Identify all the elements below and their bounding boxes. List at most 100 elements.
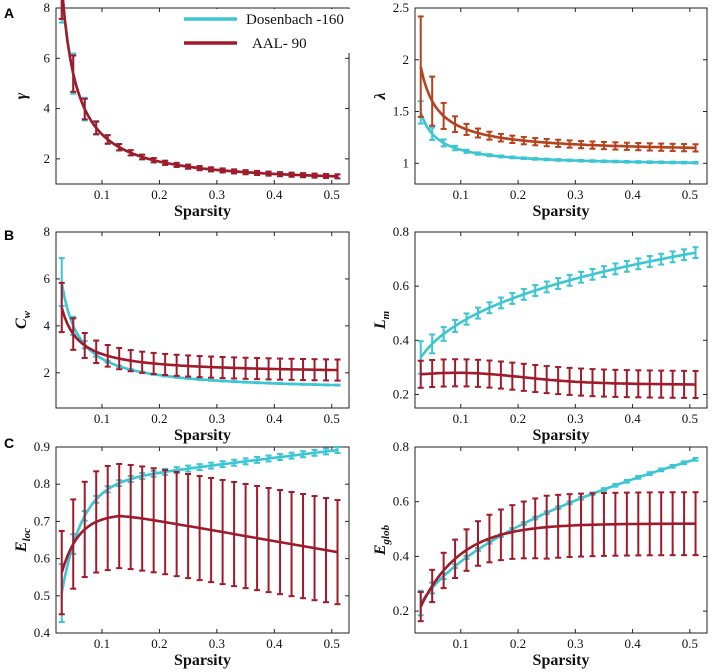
- y-tick-label: 0.4: [393, 548, 410, 563]
- x-tick-label: 0.2: [151, 411, 167, 426]
- x-tick-label: 0.1: [453, 411, 469, 426]
- panel-letter-c: C: [4, 435, 14, 451]
- series-2: [417, 491, 699, 623]
- series-line: [60, 514, 338, 573]
- plot-2: 0.1 0.2 0.3 0.4 0.5 1 1.5 2 2.5 Sparsity λ: [372, 0, 708, 220]
- x-tick-label: 0.3: [567, 636, 583, 651]
- y-axis-label: λ: [372, 92, 389, 100]
- x-tick-label: 0.3: [209, 636, 225, 651]
- y-tick-label: 0.4: [34, 625, 51, 640]
- series-2: [58, 281, 341, 382]
- y-tick-label: 0.2: [393, 603, 409, 618]
- series-1: [417, 246, 699, 375]
- y-axis-label-subscript: m: [380, 310, 392, 319]
- y-tick-label: 2: [44, 151, 51, 166]
- plot-1: 0.1 0.2 0.3 0.4 0.5 2 4 6 8 Sparsity γ: [13, 0, 350, 220]
- y-tick-label: 4: [44, 101, 51, 116]
- y-tick-label: 0.8: [34, 476, 50, 491]
- series-2: [417, 15, 699, 153]
- plot-frame: [414, 446, 708, 634]
- x-tick-label: 0.1: [94, 411, 110, 426]
- y-tick-label: 0.7: [34, 513, 51, 528]
- y-tick-label: 2.5: [393, 0, 409, 15]
- y-axis-label-subscript: w: [21, 310, 33, 318]
- plot-frame: [55, 231, 350, 409]
- plot-3: 0.1 0.2 0.3 0.4 0.5 2 4 6 8 Sparsity Cw: [13, 224, 350, 444]
- panel-letter-a: A: [4, 5, 14, 21]
- x-tick-label: 0.2: [151, 636, 167, 651]
- y-tick-label: 0.5: [34, 588, 50, 603]
- series-line: [419, 522, 696, 608]
- x-tick-label: 0.4: [266, 187, 283, 202]
- y-tick-label: 0.4: [393, 332, 410, 347]
- x-tick-label: 0.2: [510, 636, 526, 651]
- x-tick-label: 0.2: [510, 187, 526, 202]
- plot-frame: [414, 231, 708, 409]
- series-line: [61, 0, 338, 178]
- x-tick-label: 0.1: [453, 636, 469, 651]
- plot-6: 0.1 0.2 0.3 0.4 0.5 0.2 0.4 0.6 0.8 Sparsity Eglob: [372, 439, 708, 669]
- x-tick-label: 0.4: [266, 411, 283, 426]
- y-tick-label: 1: [403, 155, 410, 170]
- y-axis-label: Cw: [13, 310, 33, 329]
- plot-4: 0.1 0.2 0.3 0.4 0.5 0.2 0.4 0.6 0.8 Sparsity Lm: [372, 224, 708, 444]
- legend: Dosenbach -160 AAL- 90: [180, 9, 355, 53]
- series-2: [58, 0, 341, 180]
- x-tick-label: 0.5: [682, 187, 698, 202]
- x-axis-label: Sparsity: [174, 652, 231, 669]
- plot-frame: [55, 7, 350, 185]
- y-tick-label: 2: [44, 365, 51, 380]
- series-line: [419, 111, 696, 164]
- plots: 0.1 0.2 0.3 0.4 0.5 2 4 6 8 Sparsity γ 0.1 0.2 0.3 0.4…: [13, 0, 708, 669]
- x-tick-label: 0.4: [624, 411, 641, 426]
- series-1: [417, 100, 699, 165]
- y-tick-label: 0.8: [393, 439, 409, 454]
- x-tick-label: 0.1: [94, 187, 110, 202]
- x-axis-label: Sparsity: [533, 203, 590, 220]
- x-tick-label: 0.5: [324, 411, 340, 426]
- x-tick-label: 0.3: [567, 187, 583, 202]
- series-line: [420, 371, 696, 386]
- panel-letters: A B C: [4, 5, 14, 451]
- y-axis-label-subscript: loc: [21, 528, 33, 542]
- x-axis-label: Sparsity: [174, 203, 231, 220]
- x-tick-label: 0.4: [624, 187, 641, 202]
- panel-letter-b: B: [4, 227, 14, 243]
- y-tick-label: 0.6: [393, 278, 410, 293]
- series-2: [417, 358, 699, 400]
- series-line: [60, 307, 338, 372]
- x-tick-label: 0.3: [567, 411, 583, 426]
- x-tick-label: 0.3: [209, 411, 225, 426]
- legend-box: [180, 9, 355, 53]
- y-tick-label: 0.2: [393, 386, 409, 401]
- y-axis-label-subscript: glob: [380, 524, 392, 545]
- x-tick-label: 0.4: [266, 636, 283, 651]
- y-tick-label: 8: [44, 0, 51, 15]
- x-tick-label: 0.3: [209, 187, 225, 202]
- y-axis-label: Lm: [372, 310, 392, 330]
- series-line: [419, 66, 696, 150]
- x-tick-label: 0.2: [151, 187, 167, 202]
- y-axis-label: γ: [13, 92, 30, 99]
- y-tick-label: 6: [44, 271, 51, 286]
- y-tick-label: 0.6: [393, 494, 410, 509]
- x-axis-label: Sparsity: [533, 427, 590, 444]
- series-line: [419, 251, 696, 359]
- legend-label-dosenbach: Dosenbach -160: [246, 12, 344, 28]
- x-tick-label: 0.5: [682, 411, 698, 426]
- series-2: [58, 462, 341, 616]
- y-axis-label: Eglob: [372, 524, 392, 556]
- x-axis-label: Sparsity: [174, 427, 231, 444]
- y-tick-label: 1.5: [393, 104, 409, 119]
- x-tick-label: 0.2: [510, 411, 526, 426]
- y-tick-label: 6: [44, 50, 51, 65]
- y-tick-label: 4: [44, 318, 51, 333]
- y-tick-label: 8: [44, 224, 51, 239]
- y-tick-label: 0.9: [34, 439, 50, 454]
- plot-frame: [414, 7, 708, 185]
- x-tick-label: 0.5: [324, 636, 340, 651]
- y-axis-label: Eloc: [13, 528, 33, 553]
- x-tick-label: 0.4: [624, 636, 641, 651]
- x-axis-label: Sparsity: [533, 652, 590, 669]
